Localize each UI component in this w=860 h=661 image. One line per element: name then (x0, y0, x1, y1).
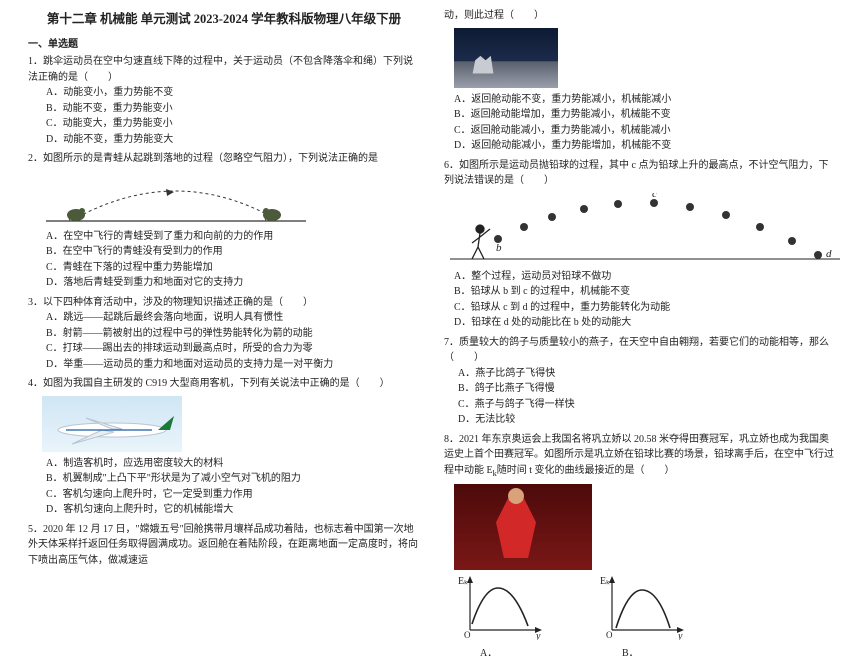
q4-stem: 4．如图为我国自主研发的 C919 大型商用客机，下列有关说法中正确的是（ ） (28, 376, 420, 392)
question-3: 3．以下四种体育活动中，涉及的物理知识描述正确的是（ ） A．跳远——起跳后最终… (28, 295, 420, 373)
q4-opt-a: A．制造客机时，应选用密度较大的材料 (46, 456, 420, 472)
q1-opt-d: D．动能不变，重力势能变大 (46, 132, 420, 148)
q1-opt-b: B．动能不变，重力势能变小 (46, 101, 420, 117)
q2-opt-d: D．落地后青蛙受到重力和地面对它的支持力 (46, 275, 420, 291)
chart-b-label: B． (600, 646, 686, 661)
svg-text:y: y (535, 631, 541, 640)
svg-text:c: c (652, 193, 657, 200)
q6-options: A．整个过程，运动员对铅球不做功 B．铅球从 b 到 c 的过程中，机械能不变 … (444, 269, 838, 331)
shotput-figure: a b c d (450, 193, 838, 265)
q3-stem: 3．以下四种体育活动中，涉及的物理知识描述正确的是（ ） (28, 295, 420, 311)
plane-figure (42, 396, 182, 452)
question-5: 5．2020 年 12 月 17 日，"嫦娥五号"回舱携带月壤样品成功着陆，也标… (28, 522, 420, 569)
svg-text:y: y (677, 631, 683, 640)
column-right: 动，则此过程（ ） A．返回舱动能不变，重力势能减小，机械能减小 B．返回舱动能… (430, 0, 860, 608)
q5-opt-c: C．返回舱动能减小，重力势能减小，机械能减小 (454, 123, 838, 139)
q1-opt-a: A．动能变小，重力势能不变 (46, 85, 420, 101)
q3-opt-a: A．跳远——起跳后最终会落向地面，说明人具有惯性 (46, 310, 420, 326)
q3-opt-d: D．举重——运动员的重力和地面对运动员的支持力是一对平衡力 (46, 357, 420, 373)
q5-opt-a: A．返回舱动能不变，重力势能减小，机械能减小 (454, 92, 838, 108)
q7-options: A．燕子比鸽子飞得快 B．鸽子比燕子飞得慢 C．燕子与鸽子飞得一样快 D．无法比… (444, 366, 838, 428)
q4-opt-d: D．客机匀速向上爬升时，它的机械能增大 (46, 502, 420, 518)
page-title: 第十二章 机械能 单元测试 2023-2024 学年教科版物理八年级下册 (28, 8, 420, 27)
moon-figure (454, 28, 558, 88)
svg-text:d: d (826, 248, 832, 260)
question-6: 6．如图所示是运动员抛铅球的过程，其中 c 点为铅球上升的最高点，不计空气阻力，… (444, 158, 838, 331)
question-2: 2．如图所示的是青蛙从起跳到落地的过程（忽略空气阻力），下列说法正确的是 (28, 151, 420, 291)
question-7: 7．质量较大的鸽子与质量较小的燕子，在天空中自由翱翔，若要它们的动能相等，那么（… (444, 335, 838, 428)
q6-opt-b: B．铅球从 b 到 c 的过程中，机械能不变 (454, 284, 838, 300)
chart-a-ek: Eₖ (458, 576, 468, 587)
q7-opt-c: C．燕子与鸽子飞得一样快 (458, 397, 633, 413)
q1-stem: 1．跳伞运动员在空中匀速直线下降的过程中，关于运动员（不包含降落伞和绳）下列说法… (28, 54, 420, 85)
q7-stem: 7．质量较大的鸽子与质量较小的燕子，在天空中自由翱翔，若要它们的动能相等，那么（… (444, 335, 838, 366)
q1-options: A．动能变小，重力势能不变 B．动能不变，重力势能变小 C．动能变大，重力势能变… (28, 85, 420, 147)
q2-opt-c: C．青蛙在下落的过程中重力势能增加 (46, 260, 420, 276)
svg-text:O: O (606, 630, 613, 640)
q2-options: A．在空中飞行的青蛙受到了重力和向前的力的作用 B．在空中飞行的青蛙没有受到力的… (28, 229, 420, 291)
q7-opt-d: D．无法比较 (458, 412, 633, 428)
chart-row: Eₖ O y A． Eₖ O y (444, 574, 838, 640)
q7-opt-a: A．燕子比鸽子飞得快 (458, 366, 633, 382)
question-8: 8．2021 年东京奥运会上我国名将巩立娇以 20.58 米夺得田赛冠军，巩立娇… (444, 432, 838, 641)
q6-opt-a: A．整个过程，运动员对铅球不做功 (454, 269, 838, 285)
q7-opt-b: B．鸽子比燕子飞得慢 (458, 381, 633, 397)
question-1: 1．跳伞运动员在空中匀速直线下降的过程中，关于运动员（不包含降落伞和绳）下列说法… (28, 54, 420, 147)
column-left: 第十二章 机械能 单元测试 2023-2024 学年教科版物理八年级下册 一、单… (0, 0, 430, 608)
q3-options: A．跳远——起跳后最终会落向地面，说明人具有惯性 B．射箭——箭被射出的过程中弓… (28, 310, 420, 372)
q1-opt-c: C．动能变大，重力势能变小 (46, 116, 420, 132)
q2-opt-b: B．在空中飞行的青蛙没有受到力的作用 (46, 244, 420, 260)
svg-text:a: a (474, 262, 480, 265)
q5-stem: 5．2020 年 12 月 17 日，"嫦娥五号"回舱携带月壤样品成功着陆，也标… (28, 522, 420, 569)
q4-opt-c: C．客机匀速向上爬升时，它一定受到重力作用 (46, 487, 420, 503)
svg-text:b: b (496, 242, 502, 254)
svg-text:Eₖ: Eₖ (600, 576, 610, 587)
svg-text:O: O (464, 630, 471, 640)
q5-opt-b: B．返回舱动能增加，重力势能减小，机械能不变 (454, 107, 838, 123)
section-heading: 一、单选题 (28, 35, 420, 50)
q3-opt-b: B．射箭——箭被射出的过程中弓的弹性势能转化为箭的动能 (46, 326, 420, 342)
chart-a: Eₖ O y A． (458, 574, 544, 640)
q2-stem: 2．如图所示的是青蛙从起跳到落地的过程（忽略空气阻力），下列说法正确的是 (28, 151, 420, 167)
chart-a-label: A． (458, 646, 544, 661)
frog-figure (46, 171, 420, 225)
q6-opt-d: D．铅球在 d 处的动能比在 b 处的动能大 (454, 315, 838, 331)
q4-options: A．制造客机时，应选用密度较大的材料 B．机翼制成"上凸下平"形状是为了减小空气… (28, 456, 420, 518)
q6-stem: 6．如图所示是运动员抛铅球的过程，其中 c 点为铅球上升的最高点，不计空气阻力，… (444, 158, 838, 189)
q5-opt-d: D．返回舱动能减小，重力势能增加，机械能不变 (454, 138, 838, 154)
chart-b: Eₖ O y B． (600, 574, 686, 640)
q2-opt-a: A．在空中飞行的青蛙受到了重力和向前的力的作用 (46, 229, 420, 245)
q8-stem: 8．2021 年东京奥运会上我国名将巩立娇以 20.58 米夺得田赛冠军，巩立娇… (444, 432, 838, 481)
q5-options: A．返回舱动能不变，重力势能减小，机械能减小 B．返回舱动能增加，重力势能减小，… (444, 92, 838, 154)
q3-opt-c: C．打球——踢出去的排球运动到最高点时，所受的合力为零 (46, 341, 420, 357)
question-4: 4．如图为我国自主研发的 C919 大型商用客机，下列有关说法中正确的是（ ） … (28, 376, 420, 518)
q6-opt-c: C．铅球从 c 到 d 的过程中，重力势能转化为动能 (454, 300, 838, 316)
athlete-figure (454, 484, 592, 570)
q4-opt-b: B．机翼制成"上凸下平"形状是为了减小空气对飞机的阻力 (46, 471, 420, 487)
q5-cont: 动，则此过程（ ） (444, 8, 838, 24)
